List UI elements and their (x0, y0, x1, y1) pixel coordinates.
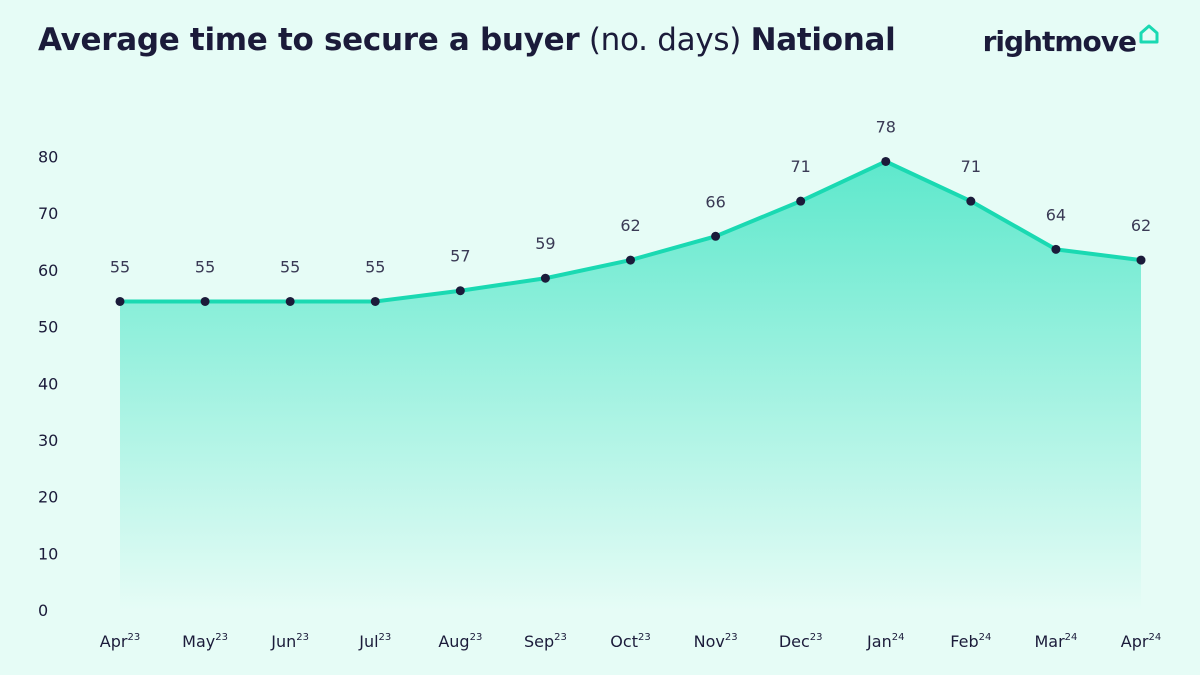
x-tick-label: Aug23 (438, 632, 482, 651)
x-tick-label: Jul23 (358, 632, 391, 651)
data-labels: 55 55 55 55 57 59 62 66 71 78 71 64 62 (110, 117, 1151, 276)
data-label: 55 (280, 257, 300, 276)
y-tick-label: 40 (38, 374, 58, 393)
x-tick-label: Jan24 (866, 632, 904, 651)
data-point (1051, 244, 1061, 254)
data-point (626, 255, 635, 265)
data-point (200, 296, 210, 306)
x-tick-label: Apr23 (100, 632, 140, 651)
x-tick-label: Apr24 (1121, 632, 1161, 651)
rightmove-logo[interactable]: rightmove (983, 24, 1160, 58)
data-label: 66 (705, 192, 725, 211)
data-label: 71 (790, 157, 810, 176)
x-tick-label: May23 (182, 632, 228, 651)
title-region: National (750, 22, 896, 58)
data-point (1136, 255, 1146, 265)
data-label: 55 (195, 257, 215, 276)
house-outline-icon (1139, 24, 1159, 44)
chart-title: Average time to secure a buyer (no. days… (38, 22, 896, 58)
x-tick-label: Sep23 (524, 632, 567, 651)
x-tick-label: Dec23 (779, 632, 823, 651)
y-tick-label: 80 (38, 148, 58, 167)
y-tick-label: 50 (38, 318, 58, 337)
data-point (115, 296, 125, 306)
data-label: 71 (961, 157, 981, 176)
data-points (115, 156, 1146, 306)
data-label: 55 (365, 257, 385, 276)
data-point (540, 273, 550, 283)
data-label: 64 (1046, 205, 1066, 224)
x-axis: Apr23 May23 Jun23 Jul23 Aug23 Sep23 Oct23 Nov23… (100, 632, 1161, 651)
data-point (455, 286, 465, 296)
data-point (711, 231, 721, 241)
x-tick-label: Mar24 (1034, 632, 1077, 651)
x-tick-label: Nov23 (694, 632, 738, 651)
title-main: Average time to secure a buyer (38, 22, 580, 58)
x-tick-label: Feb24 (950, 632, 991, 651)
data-label: 57 (450, 247, 470, 266)
area-fill (120, 161, 1141, 611)
x-tick-label: Oct23 (610, 632, 650, 651)
data-point (881, 156, 891, 166)
data-point (370, 296, 380, 306)
y-tick-label: 60 (38, 261, 58, 280)
data-point (966, 196, 976, 206)
data-label: 59 (535, 234, 555, 253)
y-tick-label: 20 (38, 488, 58, 507)
logo-text: rightmove (982, 25, 1137, 58)
data-label: 78 (876, 117, 896, 136)
y-tick-label: 10 (38, 544, 58, 563)
data-label: 55 (110, 257, 130, 276)
data-point (796, 196, 806, 206)
y-tick-label: 70 (38, 204, 58, 223)
y-tick-label: 30 (38, 431, 58, 450)
data-label: 62 (1131, 216, 1151, 235)
data-point (285, 296, 295, 306)
x-tick-label: Jun23 (270, 632, 309, 651)
title-unit: (no. days) (588, 22, 742, 58)
y-axis: 0 10 20 30 40 50 60 70 80 (38, 148, 58, 621)
data-label: 62 (620, 216, 640, 235)
y-tick-label: 0 (38, 601, 48, 620)
